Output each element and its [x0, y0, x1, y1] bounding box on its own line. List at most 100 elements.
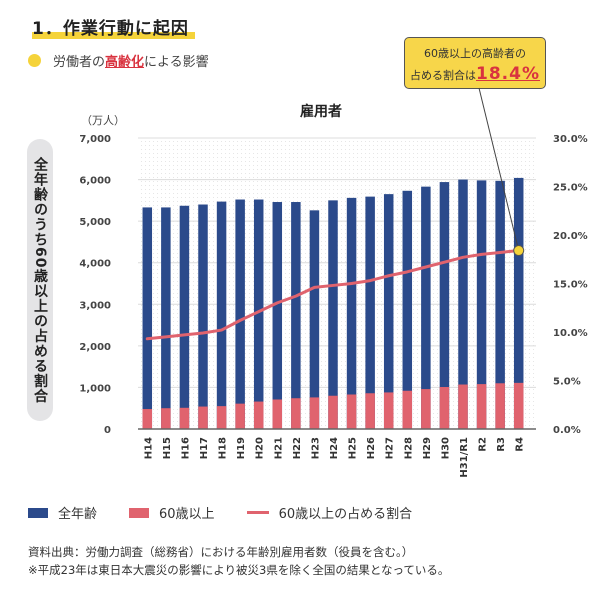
bar-over60: [476, 384, 487, 429]
left-tick-label: 2,000: [79, 342, 111, 353]
left-tick-label: 4,000: [79, 259, 111, 270]
subtitle-highlight: 高齢化: [105, 55, 145, 70]
x-tick-label: H17: [199, 437, 210, 459]
x-tick-label: H14: [143, 437, 154, 459]
bar-over60: [439, 387, 450, 429]
bar-over60: [291, 398, 301, 429]
subtitle-pre: 労働者の: [53, 55, 106, 70]
legend-item-ratio: 60歳以上の占める割合: [246, 503, 413, 522]
bar-all-ages: [402, 190, 413, 429]
legend-item-over60: 60歳以上: [129, 503, 215, 522]
x-tick-label: H15: [162, 437, 173, 459]
bar-over60: [346, 394, 357, 429]
x-tick-label: H22: [292, 437, 303, 459]
bar-all-ages: [365, 196, 375, 429]
legend-swatch-all-ages: [28, 507, 48, 518]
callout-line1: 60歳以上の高齢者の: [424, 47, 526, 60]
x-tick-label: H19: [236, 437, 247, 459]
bar-over60: [402, 390, 413, 429]
chart-area: 0 1,000 2,000 3,000 4,000 5,000 6,000 7,000 0.0%…: [79, 87, 588, 478]
bar-over60: [253, 401, 264, 429]
right-tick-label: 0.0%: [553, 425, 581, 436]
source-note: 資料出典：労働力調査（総務省）における年齢別雇用者数（役員を含む。）: [28, 545, 414, 559]
bar-over60: [272, 399, 283, 429]
legend-label: 60歳以上: [159, 507, 215, 522]
x-tick-label: H23: [310, 437, 321, 459]
legend-label: 60歳以上の占める割合: [278, 507, 413, 522]
bar-all-ages: [458, 179, 468, 429]
right-tick-label: 5.0%: [553, 377, 581, 388]
bar-all-ages: [513, 177, 524, 429]
x-tick-label: H21: [273, 437, 284, 459]
callout-leader-line: [478, 87, 520, 251]
left-tick-label: 7,000: [79, 134, 111, 145]
bar-over60: [179, 407, 190, 429]
callout-line2: 占める割合は18.4%: [405, 64, 545, 84]
callout-box: 60歳以上の高齢者の 占める割合は18.4%: [404, 37, 546, 89]
highlight-point-marker: [513, 245, 525, 257]
legend: 全年齢 60歳以上 60歳以上の占める割合: [28, 503, 444, 522]
bar-all-ages: [495, 180, 505, 429]
side-label-text: 全年齢のうち60歳以上の占める割合: [32, 156, 48, 404]
bar-over60: [365, 393, 375, 429]
bar-all-ages: [216, 201, 227, 429]
side-label: 全年齢のうち60歳以上の占める割合: [27, 139, 53, 421]
chart-title: 雇用者: [300, 104, 342, 120]
bar-over60: [383, 392, 394, 429]
legend-swatch-over60: [129, 507, 150, 518]
bar-over60: [142, 409, 153, 429]
legend-item-all-ages: 全年齢: [28, 503, 97, 522]
bar-all-ages: [198, 204, 208, 429]
left-axis-unit: （万人）: [81, 114, 125, 127]
bar-all-ages: [235, 199, 245, 429]
bar-over60: [495, 383, 505, 429]
footnote: ※平成23年は東日本大震災の影響により被災3県を除く全国の結果となっている。: [28, 563, 450, 577]
bar-all-ages: [161, 207, 171, 429]
bar-over60: [198, 406, 208, 429]
source-notes: 資料出典：労働力調査（総務省）における年齢別雇用者数（役員を含む。） ※平成23…: [28, 543, 449, 579]
left-tick-label: 5,000: [79, 217, 111, 228]
right-tick-label: 20.0%: [553, 231, 588, 242]
bar-over60: [309, 397, 320, 429]
bar-all-ages: [476, 180, 487, 429]
bar-all-ages: [328, 200, 338, 429]
x-tick-label: H16: [180, 437, 191, 459]
x-tick-label: H26: [366, 437, 377, 459]
left-tick-label: 1,000: [79, 383, 111, 394]
left-tick-label: 6,000: [79, 176, 111, 187]
bar-all-ages: [439, 182, 450, 429]
left-tick-label: 3,000: [79, 300, 111, 311]
subtitle: 労働者の 高齢化 による影響: [28, 51, 209, 70]
x-tick-label: H18: [218, 437, 229, 459]
x-tick-label: R3: [496, 437, 507, 452]
bar-over60: [513, 382, 524, 429]
bar-over60: [458, 384, 468, 429]
bar-over60: [216, 406, 227, 429]
x-tick-label: H30: [440, 437, 451, 459]
ratio-line: [145, 249, 521, 341]
x-tick-label: H27: [385, 437, 396, 459]
bar-all-ages: [383, 194, 394, 429]
legend-label: 全年齢: [58, 507, 98, 522]
bar-all-ages: [272, 202, 283, 429]
x-tick-label: R4: [515, 437, 526, 452]
bullet-dot-icon: [28, 54, 41, 67]
bar-all-ages: [179, 205, 190, 429]
bar-over60: [161, 408, 171, 429]
callout-value: 18.4%: [476, 64, 540, 84]
bar-all-ages: [291, 202, 301, 429]
x-tick-label: H29: [422, 437, 433, 459]
bar-over60: [421, 389, 431, 429]
x-tick-label: H31/R1: [459, 437, 470, 478]
right-tick-label: 25.0%: [553, 183, 588, 194]
bar-all-ages: [309, 210, 320, 429]
right-tick-label: 15.0%: [553, 280, 588, 291]
x-tick-label: H25: [348, 437, 359, 459]
x-tick-label: H24: [329, 437, 340, 459]
subtitle-post: による影響: [144, 55, 209, 70]
right-tick-label: 10.0%: [553, 328, 588, 339]
section-heading: 1．作業行動に起因: [32, 14, 195, 39]
callout-line2-text: 占める割合は: [410, 69, 476, 82]
bar-all-ages: [346, 197, 357, 429]
x-tick-label: R2: [478, 437, 489, 452]
